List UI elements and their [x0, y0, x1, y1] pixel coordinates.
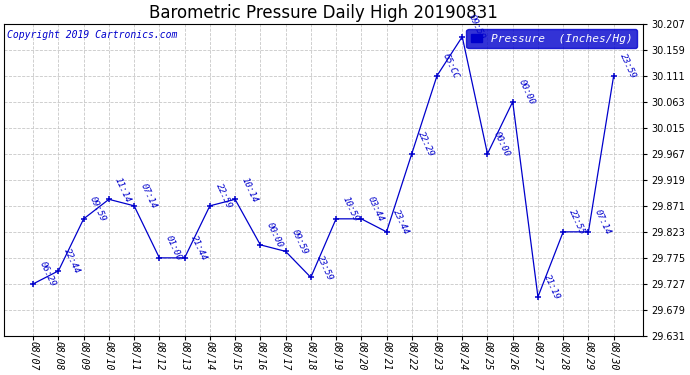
- Legend: Pressure  (Inches/Hg): Pressure (Inches/Hg): [466, 29, 637, 48]
- Text: 11:14: 11:14: [113, 176, 132, 204]
- Text: 00:00: 00:00: [517, 78, 536, 106]
- Text: 23:44: 23:44: [391, 209, 410, 237]
- Text: 22:29: 22:29: [416, 130, 435, 159]
- Text: 09:59: 09:59: [290, 228, 309, 256]
- Text: 22:59: 22:59: [214, 183, 233, 211]
- Text: 09:59: 09:59: [466, 13, 486, 42]
- Text: Copyright 2019 Cartronics.com: Copyright 2019 Cartronics.com: [8, 30, 178, 40]
- Text: 10:59: 10:59: [340, 195, 359, 223]
- Text: 07:14: 07:14: [593, 209, 612, 237]
- Text: 00:00: 00:00: [492, 130, 511, 159]
- Text: 00:00: 00:00: [264, 222, 284, 250]
- Text: 65:CC: 65:CC: [441, 53, 461, 81]
- Text: 21:44: 21:44: [189, 234, 208, 262]
- Text: 10:14: 10:14: [239, 176, 259, 204]
- Title: Barometric Pressure Daily High 20190831: Barometric Pressure Daily High 20190831: [149, 4, 498, 22]
- Text: 07:14: 07:14: [138, 183, 158, 211]
- Text: 03:44: 03:44: [366, 195, 385, 223]
- Text: 22:55: 22:55: [567, 209, 587, 237]
- Text: 06:29: 06:29: [37, 261, 57, 289]
- Text: 22:44: 22:44: [63, 248, 82, 276]
- Text: 09:59: 09:59: [88, 195, 108, 223]
- Text: 23:59: 23:59: [618, 53, 638, 81]
- Text: 21:19: 21:19: [542, 273, 562, 302]
- Text: 23:59: 23:59: [315, 254, 335, 282]
- Text: 01:00: 01:00: [164, 234, 183, 262]
